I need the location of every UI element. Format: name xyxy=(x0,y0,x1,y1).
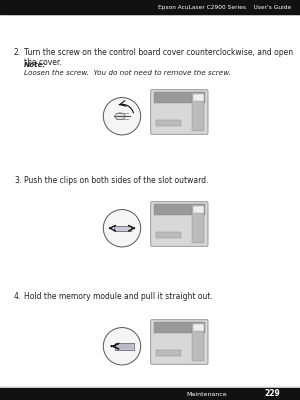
Circle shape xyxy=(103,328,141,365)
Bar xyxy=(194,94,204,101)
FancyBboxPatch shape xyxy=(151,202,208,246)
Text: Maintenance: Maintenance xyxy=(186,392,226,396)
Bar xyxy=(194,206,204,213)
Text: 4.: 4. xyxy=(14,292,21,301)
Bar xyxy=(115,343,134,350)
FancyBboxPatch shape xyxy=(151,320,208,364)
Bar xyxy=(192,205,205,243)
Bar xyxy=(113,226,130,231)
Bar xyxy=(0,388,300,400)
Bar xyxy=(156,120,181,126)
Circle shape xyxy=(103,210,141,247)
Text: Loosen the screw.  You do not need to remove the screw.: Loosen the screw. You do not need to rem… xyxy=(24,70,231,76)
Bar xyxy=(192,93,205,131)
FancyBboxPatch shape xyxy=(151,90,208,134)
Text: Note:: Note: xyxy=(24,62,46,68)
Text: 3.: 3. xyxy=(14,176,21,185)
Text: 2.: 2. xyxy=(14,48,21,57)
Bar xyxy=(194,324,204,331)
Bar xyxy=(156,232,181,238)
Ellipse shape xyxy=(115,113,125,120)
Text: Hold the memory module and pull it straight out.: Hold the memory module and pull it strai… xyxy=(24,292,213,301)
Bar xyxy=(192,323,205,361)
Circle shape xyxy=(103,98,141,135)
Bar xyxy=(154,204,205,215)
Bar xyxy=(156,350,181,356)
Text: 229: 229 xyxy=(264,390,280,398)
Text: Push the clips on both sides of the slot outward.: Push the clips on both sides of the slot… xyxy=(24,176,208,185)
Bar xyxy=(154,322,205,333)
Text: Turn the screw on the control board cover counterclockwise, and open the cover.: Turn the screw on the control board cove… xyxy=(24,48,293,67)
Bar xyxy=(0,0,300,14)
Bar xyxy=(154,92,205,103)
Text: Epson AcuLaser C2900 Series    User's Guide: Epson AcuLaser C2900 Series User's Guide xyxy=(158,4,291,10)
